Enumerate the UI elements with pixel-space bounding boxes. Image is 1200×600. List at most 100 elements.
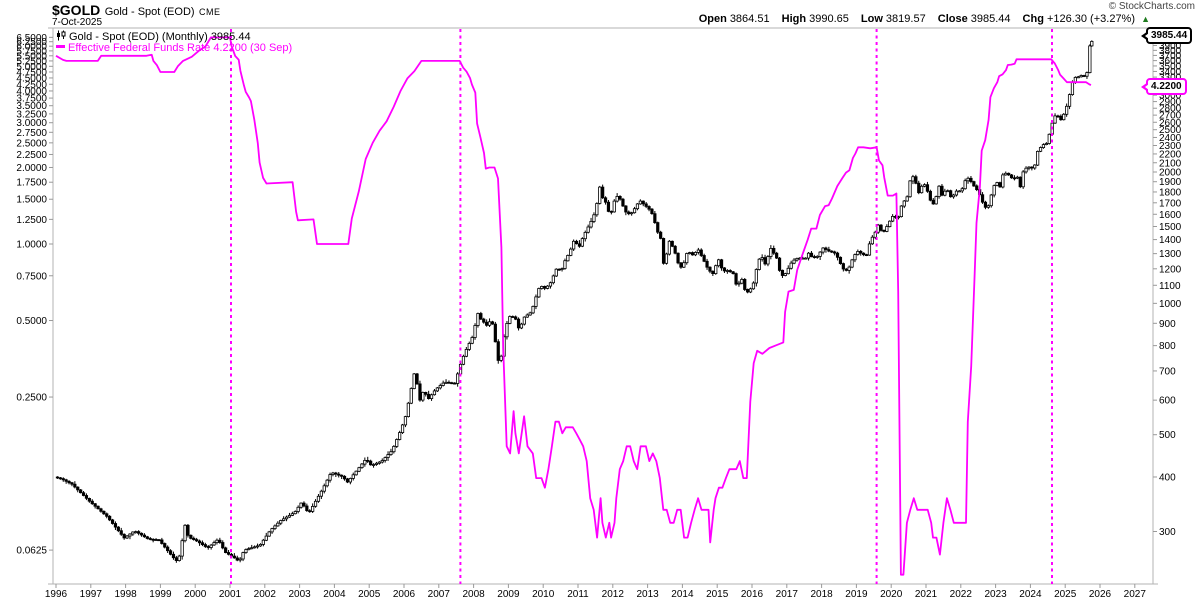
chart-date: 7-Oct-2025 [52,17,103,28]
svg-text:2900: 2900 [1159,97,1182,108]
svg-text:1100: 1100 [1159,281,1181,292]
svg-text:2500: 2500 [1159,125,1182,136]
svg-text:2021: 2021 [915,589,938,600]
svg-text:2005: 2005 [358,589,381,600]
legend-gold: Gold - Spot (EOD) (Monthly) 3985.44 [56,30,251,44]
candlestick-icon [56,30,66,44]
change-value: +126.30 (+3.27%) [1046,13,1136,25]
svg-text:2026: 2026 [1089,589,1112,600]
svg-text:700: 700 [1159,366,1176,377]
svg-text:1300: 1300 [1159,249,1182,260]
svg-text:5.0000: 5.0000 [16,62,47,73]
svg-text:2009: 2009 [497,589,520,600]
fed-funds-rate-line [55,36,1092,576]
svg-text:6.0000: 6.0000 [16,42,47,53]
svg-text:0.5000: 0.5000 [16,316,47,327]
svg-text:3400: 3400 [1159,67,1182,78]
svg-text:0.0625: 0.0625 [16,546,47,557]
svg-text:4.5000: 4.5000 [16,73,47,84]
svg-text:2001: 2001 [219,589,242,600]
svg-text:2800: 2800 [1159,104,1182,115]
svg-text:4.2500: 4.2500 [16,80,47,91]
svg-text:2012: 2012 [602,589,625,600]
svg-text:500: 500 [1159,430,1176,441]
svg-text:3.7500: 3.7500 [16,94,47,105]
svg-text:400: 400 [1159,472,1176,483]
svg-text:5.2500: 5.2500 [16,56,47,67]
legend-gold-text: Gold - Spot (EOD) (Monthly) 3985.44 [69,31,251,43]
svg-text:300: 300 [1159,527,1176,538]
svg-text:1.2500: 1.2500 [16,215,47,226]
svg-text:1.0000: 1.0000 [16,240,47,251]
svg-text:1500: 1500 [1159,222,1182,233]
svg-text:2020: 2020 [880,589,903,600]
svg-text:2015: 2015 [706,589,729,600]
svg-text:4.7500: 4.7500 [16,67,47,78]
right-axis: 300 400 500 600 700 800 900 1000 1100 1200 1300 140… [1153,41,1182,538]
svg-text:2100: 2100 [1159,158,1182,169]
svg-text:1998: 1998 [114,589,137,600]
svg-text:2007: 2007 [428,589,451,600]
svg-text:2.7500: 2.7500 [16,128,47,139]
legend-fed-funds: Effective Federal Funds Rate 4.2200 (30 … [56,42,292,54]
low-label: Low [860,13,883,25]
svg-text:3.0000: 3.0000 [16,118,47,129]
fed-funds-last-price-flag: 4.2200 [1141,78,1187,95]
x-axis: 1996 1997 1998 1999 2000 2001 2002 2003 2004 2005… [45,584,1146,600]
open-label: Open [698,13,727,25]
high-value: 3990.65 [809,13,849,25]
up-triangle-icon: ▲ [1141,14,1150,24]
line-swatch-icon [56,45,65,48]
svg-text:4.0000: 4.0000 [16,86,47,97]
svg-text:1.5000: 1.5000 [16,195,47,206]
svg-text:2400: 2400 [1159,133,1182,144]
close-value: 3985.44 [970,13,1011,25]
exchange-label: CME [199,7,221,17]
svg-text:3700: 3700 [1159,51,1182,62]
svg-text:2.2500: 2.2500 [16,150,47,161]
svg-text:1.7500: 1.7500 [16,178,47,189]
left-axis: 0.0625 0.2500 0.5000 0.7500 1.0000 1.2500 1.50… [16,33,53,557]
svg-text:2010: 2010 [532,589,555,600]
svg-text:1700: 1700 [1159,198,1182,209]
svg-text:1997: 1997 [80,589,103,600]
svg-text:1900: 1900 [1159,177,1182,188]
svg-text:2027: 2027 [1124,589,1147,600]
high-label: High [781,13,807,25]
svg-text:2003: 2003 [288,589,311,600]
svg-text:3.5000: 3.5000 [16,101,47,112]
svg-text:3900: 3900 [1159,41,1182,52]
svg-text:2011: 2011 [567,589,589,600]
svg-text:2.0000: 2.0000 [16,163,47,174]
svg-text:1800: 1800 [1159,187,1182,198]
svg-text:3500: 3500 [1159,61,1182,72]
svg-text:2.5000: 2.5000 [16,138,47,149]
svg-text:2017: 2017 [776,589,799,600]
svg-text:2008: 2008 [462,589,485,600]
svg-text:1999: 1999 [149,589,172,600]
quote-summary-row: Open 3864.51 High 3990.65 Low 3819.57 Close… [699,13,1150,25]
svg-text:3000: 3000 [1159,91,1182,102]
svg-text:2006: 2006 [393,589,416,600]
svg-text:2200: 2200 [1159,149,1182,160]
svg-text:3800: 3800 [1159,46,1182,57]
svg-text:1996: 1996 [45,589,68,600]
svg-text:2016: 2016 [741,589,764,600]
svg-text:2018: 2018 [810,589,833,600]
instrument-name: Gold - Spot (EOD) [104,6,195,18]
ticker-symbol: $GOLD [52,2,101,18]
change-label: Chg [1022,13,1044,25]
svg-text:2002: 2002 [254,589,277,600]
svg-text:2300: 2300 [1159,141,1182,152]
svg-text:1600: 1600 [1159,210,1182,221]
svg-text:2019: 2019 [845,589,868,600]
svg-text:6.2500: 6.2500 [16,37,47,48]
svg-text:2014: 2014 [671,589,694,600]
low-value: 3819.57 [885,13,926,25]
close-label: Close [937,13,968,25]
svg-text:2013: 2013 [636,589,659,600]
svg-text:2600: 2600 [1159,118,1182,129]
svg-text:600: 600 [1159,396,1176,407]
